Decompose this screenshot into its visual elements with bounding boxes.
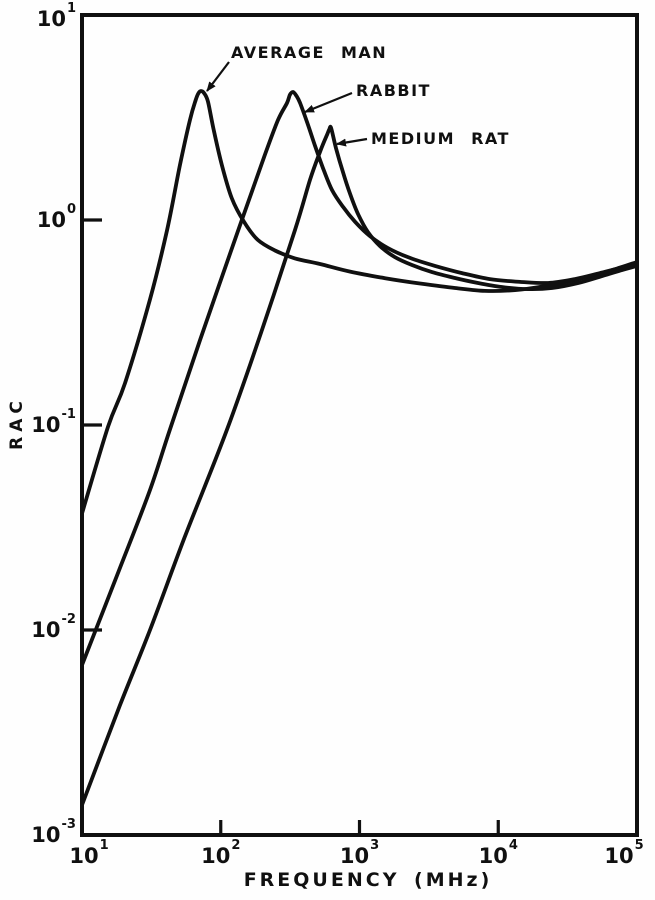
annotation-arrow-average-man	[206, 61, 230, 92]
x-tick-label-10e4: 104	[478, 837, 518, 868]
y-tick-label-10e0: 100	[36, 201, 76, 232]
axis-ticks	[80, 218, 500, 837]
annotation-label-rabbit: RABBIT	[356, 81, 431, 100]
annotation-label-medium-rat: MEDIUM RAT	[371, 129, 510, 148]
data-curves	[80, 89, 639, 807]
x-tick-label-10e1: 101	[69, 837, 109, 868]
y-axis-title: RAC	[7, 396, 27, 450]
curve-average-man	[80, 89, 639, 516]
x-tick-label-10e3: 103	[339, 837, 380, 868]
plot-frame-border	[80, 13, 639, 837]
y-tick-label-10e-3: 10-3	[31, 816, 76, 847]
annotation-label-average-man: AVERAGE MAN	[231, 43, 388, 62]
annotation-arrow-medium-rat	[336, 137, 368, 147]
plot-frame	[80, 13, 639, 837]
x-tick-label-10e5: 105	[604, 837, 644, 868]
x-tick-label-10e2: 102	[201, 837, 241, 868]
x-axis-title: FREQUENCY (MHz)	[243, 869, 493, 891]
curve-rabbit	[80, 90, 639, 667]
y-tick-label-10e-1: 10-1	[31, 406, 76, 437]
y-tick-label-10e-2: 10-2	[31, 611, 76, 642]
y-tick-label-10e1: 101	[36, 0, 76, 31]
annotation-arrows	[206, 61, 368, 147]
annotation-arrow-rabbit	[304, 91, 353, 114]
curve-medium-rat	[80, 124, 639, 807]
